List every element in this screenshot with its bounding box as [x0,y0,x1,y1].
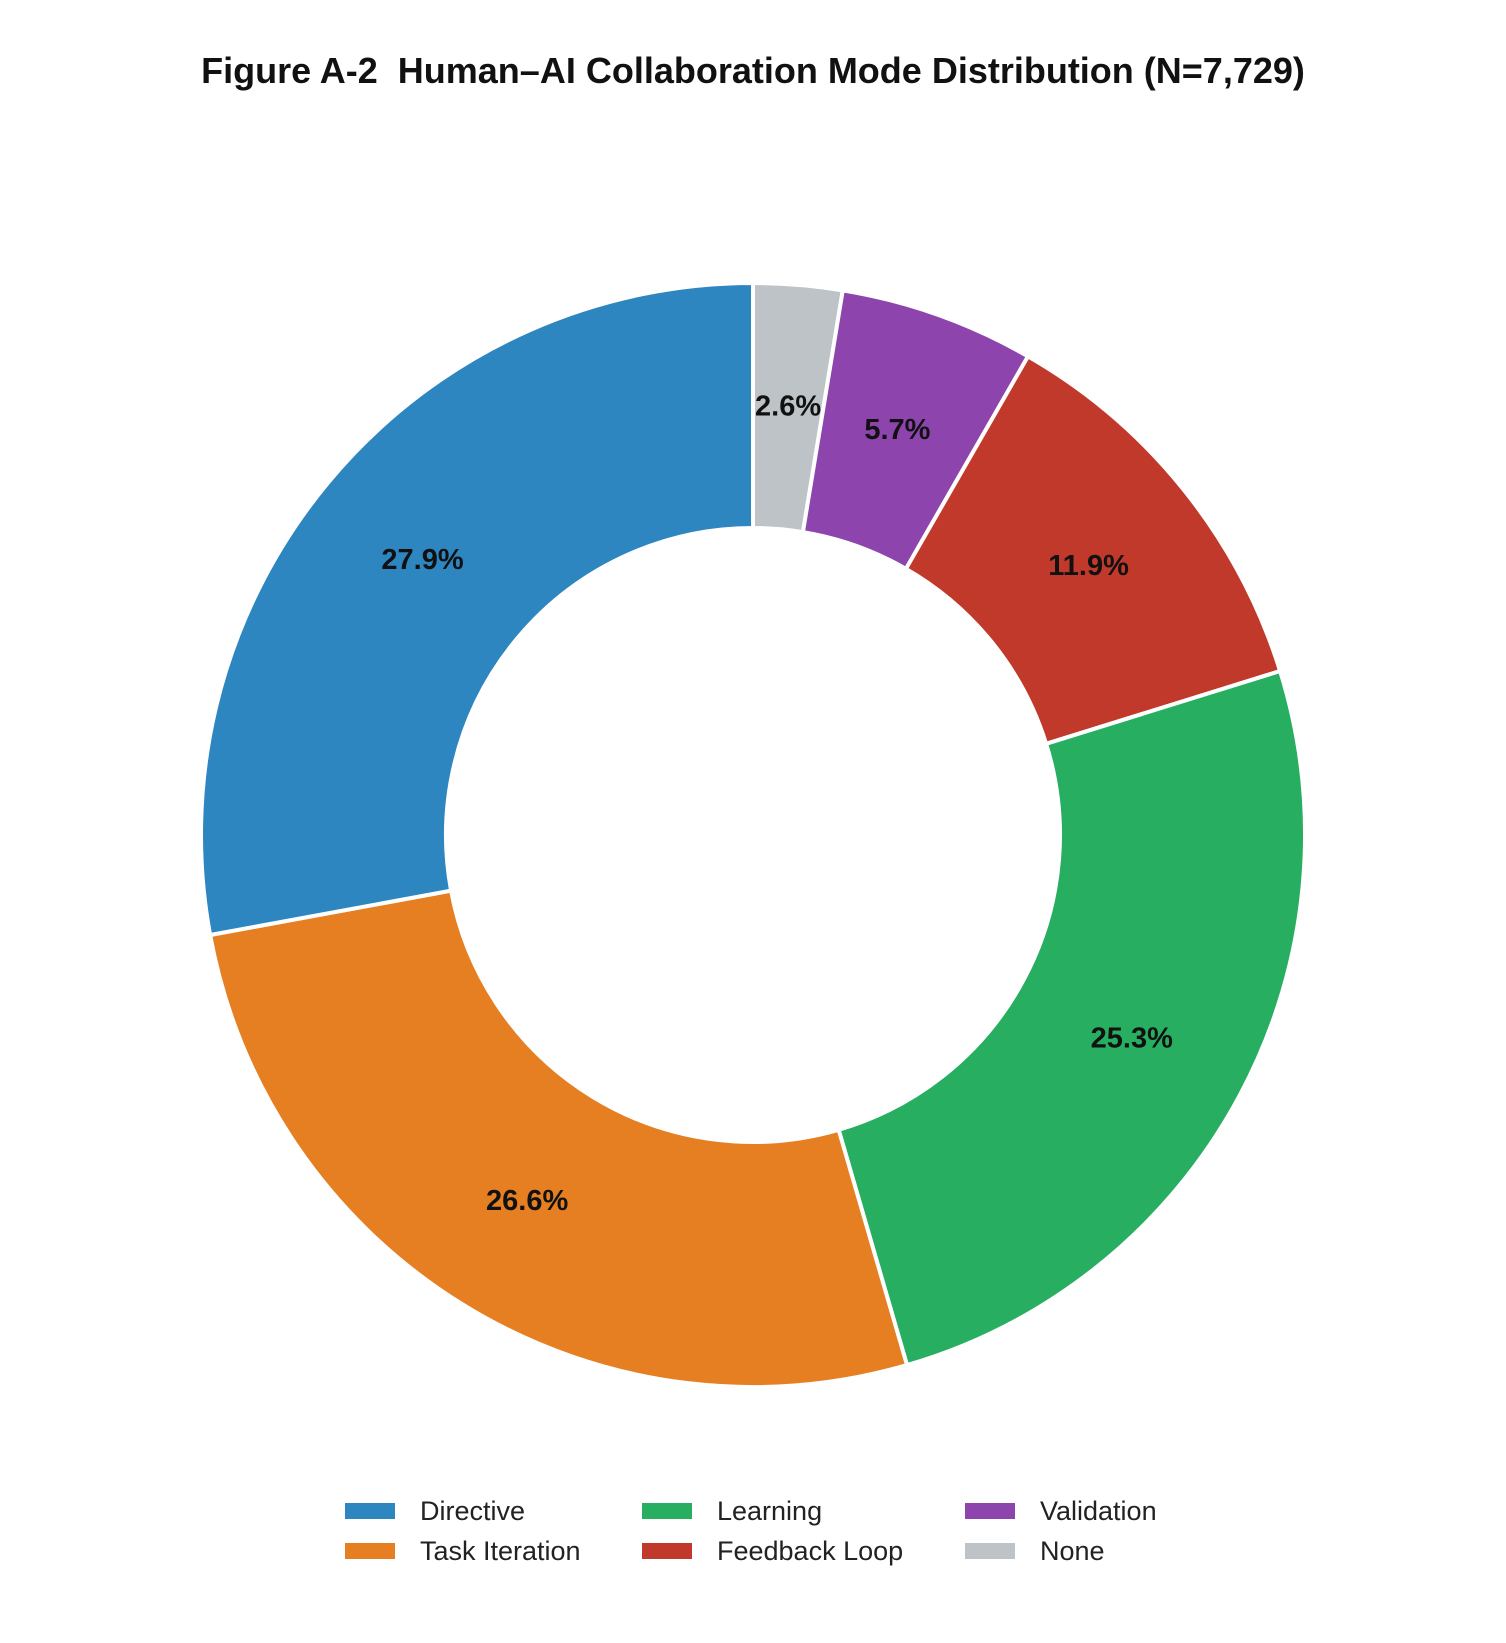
slice-label-feedback-loop: 11.9% [1048,550,1129,582]
chart-title: Figure A-2 Human–AI Collaboration Mode D… [201,50,1305,91]
legend-swatch-directive [345,1503,395,1519]
legend-swatch-feedback-loop [642,1543,692,1559]
legend-label-validation: Validation [1040,1495,1157,1526]
legend-swatch-none [965,1543,1015,1559]
legend-label-learning: Learning [717,1495,823,1526]
chart-legend: Directive Task Iteration Learning Feedba… [345,1493,1245,1583]
legend-swatch-learning [642,1503,692,1519]
slice-directive [199,281,755,938]
legend-label-directive: Directive [420,1495,526,1526]
legend-label-task-iteration: Task Iteration [420,1535,581,1566]
legend-label-feedback-loop: Feedback Loop [717,1535,904,1566]
slice-task-iteration [208,888,910,1389]
slice-label-directive: 27.9% [381,544,463,576]
slice-label-validation: 5.7% [864,414,930,446]
slice-label-none: 2.6% [755,390,821,422]
legend-swatch-task-iteration [345,1543,395,1559]
slice-label-learning: 25.3% [1091,1023,1173,1055]
legend-swatch-validation [965,1503,1015,1519]
legend-item-validation: Validation [965,1493,1157,1529]
slice-feedback-loop [903,354,1283,746]
legend-item-learning: Learning [642,1493,822,1529]
legend-item-task-iteration: Task Iteration [345,1533,581,1569]
legend-item-none: None [965,1533,1105,1569]
legend-item-feedback-loop: Feedback Loop [642,1533,903,1569]
legend-item-directive: Directive [345,1493,525,1529]
slice-learning [836,669,1307,1368]
legend-label-none: None [1040,1535,1105,1566]
slice-label-task-iteration: 26.6% [486,1185,568,1217]
